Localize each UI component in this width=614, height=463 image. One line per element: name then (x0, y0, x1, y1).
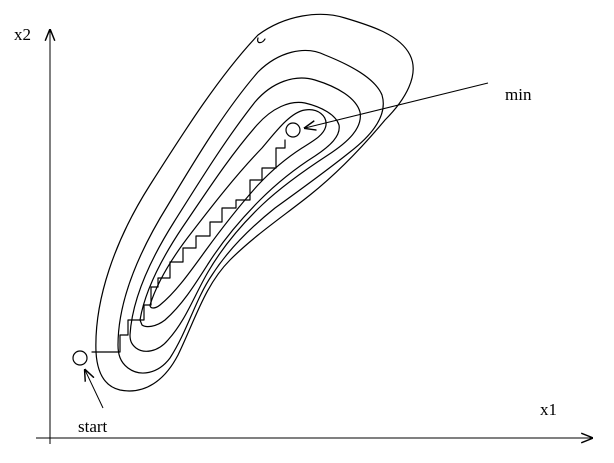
contour-line-1-kink (257, 37, 266, 44)
contour-line-4 (139, 101, 340, 328)
min-label: min (505, 85, 532, 104)
contour-line-3 (129, 77, 361, 352)
start-annotation-arrow (85, 370, 104, 409)
start-label: start (78, 417, 108, 436)
x-axis-label: x1 (540, 400, 557, 419)
min-annotation-arrow (305, 82, 489, 128)
min-point-marker (285, 122, 301, 138)
contour-line-5 (149, 109, 327, 309)
start-point-marker (72, 350, 88, 366)
descent-path (91, 139, 286, 353)
contour-line-2 (117, 49, 384, 374)
y-axis-label: x2 (14, 25, 31, 44)
contour-line-1 (95, 13, 414, 392)
